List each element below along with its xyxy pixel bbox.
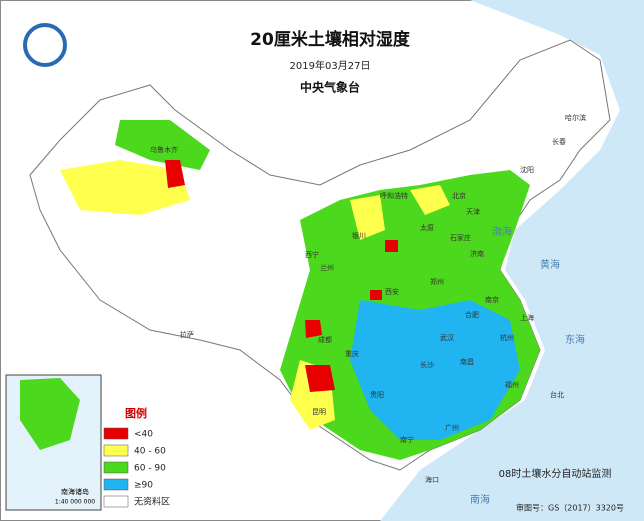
map-title: 20厘米土壤相对湿度 [250,29,411,50]
city-label: 北京 [452,191,466,200]
city-label: 合肥 [465,310,479,319]
city-label: 台北 [550,390,564,399]
city-label: 重庆 [345,349,359,358]
issuer: 中央气象台 [300,80,360,95]
legend-title: 图例 [125,406,147,420]
city-label: 天津 [466,208,480,216]
map-date: 2019年03月27日 [290,59,371,72]
city-label: 银川 [352,231,366,240]
city-label: 广州 [445,423,459,432]
legend-label: 无资料区 [134,496,170,508]
sea-label: 黄海 [540,258,560,271]
city-label: 兰州 [320,263,334,272]
city-label: 杭州 [500,333,514,342]
city-label: 海口 [425,475,439,484]
legend-label: 60 - 90 [134,464,166,474]
city-label: 沈阳 [520,165,534,174]
city-label: 上海 [520,313,534,322]
city-label: 太原 [420,223,434,232]
logo [23,23,67,67]
city-label: 武汉 [440,333,454,342]
legend-swatch [103,427,129,440]
city-label: 南昌 [460,357,474,366]
city-label: 成都 [318,335,332,344]
city-label: 乌鲁木齐 [150,145,178,154]
legend-swatch [103,444,129,457]
city-label: 济南 [470,249,484,258]
city-label: 拉萨 [180,330,194,339]
city-label: 西安 [385,287,399,296]
sea-label: 渤海 [492,225,512,238]
city-label: 南宁 [400,435,414,444]
inset-scale: 1:40 000 000 [55,499,95,506]
legend-swatch [103,478,129,491]
legend-swatch [103,461,129,474]
city-label: 长沙 [420,360,434,369]
moisture-zone [60,160,450,430]
inset-label: 南海诸岛 [61,487,89,496]
legend: 图例 <40 40 - 60 60 - 90 ≥90 无资料区 [103,406,170,508]
moisture-zone [115,120,210,170]
city-label: 南京 [485,295,499,304]
city-label: 西宁 [305,250,319,259]
moisture-zone [350,300,520,440]
city-label: 贵阳 [370,390,384,399]
legend-label: <40 [134,430,153,440]
city-label: 石家庄 [450,233,471,242]
legend-swatch [103,495,129,508]
city-label: 福州 [505,380,519,389]
inset-land [20,378,80,450]
city-label: 昆明 [312,408,326,416]
city-label: 郑州 [430,278,444,286]
inset: 南海诸岛 1:40 000 000 [5,374,102,511]
sea-label: 东海 [565,333,585,346]
legend-label: 40 - 60 [134,447,166,457]
legend-label: ≥90 [134,481,153,491]
city-label: 呼和浩特 [380,191,408,200]
sea-area [380,0,644,521]
city-label: 哈尔滨 [565,113,586,122]
footer-source: 08时土壤水分自动站监测 [499,467,612,480]
city-label: 长春 [552,137,566,146]
sea-label: 南海 [470,493,490,506]
footer-approval: 审图号：GS（2017）3320号 [516,503,624,513]
